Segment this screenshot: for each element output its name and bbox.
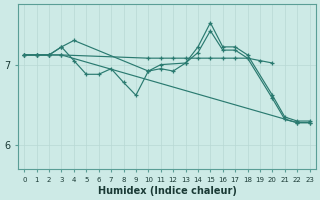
X-axis label: Humidex (Indice chaleur): Humidex (Indice chaleur) xyxy=(98,186,236,196)
